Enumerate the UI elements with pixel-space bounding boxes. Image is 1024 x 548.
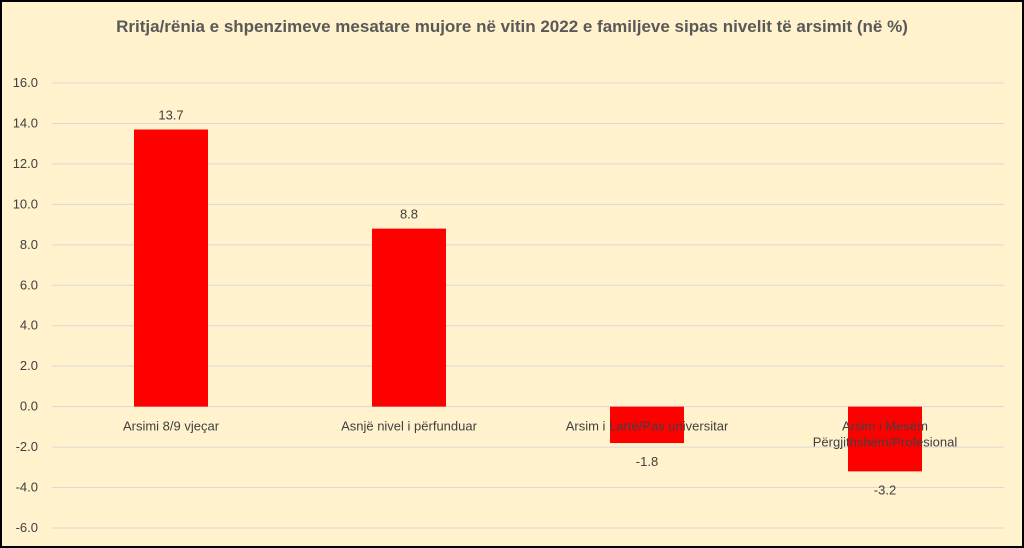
data-labels: 13.7 8.8 -1.8 -3.2 — [158, 108, 896, 498]
y-axis: 16.0 14.0 12.0 10.0 8.0 6.0 4.0 2.0 0.0 -2.0 -4.0 -… — [13, 75, 38, 535]
y-tick-label: 0.0 — [20, 399, 38, 414]
bar — [134, 129, 208, 407]
data-label: 13.7 — [158, 108, 183, 123]
category-label-line: Përgjithshëm/Profesional — [813, 435, 958, 450]
bar — [372, 228, 446, 407]
y-tick-label: 6.0 — [20, 277, 38, 292]
y-tick-label: 16.0 — [13, 75, 38, 90]
y-tick-label: 10.0 — [13, 196, 38, 211]
category-label-line: Asnjë nivel i përfunduar — [341, 419, 478, 434]
category-label-line: Arsimi 8/9 vjeçar — [123, 419, 220, 434]
bar — [848, 406, 922, 472]
category-label-line: Arsim i Lartë/Pas universitar — [566, 419, 729, 434]
category-label: Arsimi 8/9 vjeçar — [123, 419, 220, 434]
y-tick-label: -6.0 — [16, 520, 38, 535]
data-label: -1.8 — [636, 454, 658, 469]
grid-lines — [52, 82, 1004, 529]
y-tick-label: 8.0 — [20, 237, 38, 252]
chart-title: Rritja/rënia e shpenzimeve mesatare mujo… — [116, 17, 908, 36]
bar — [610, 406, 684, 444]
category-labels: Arsimi 8/9 vjeçar Asnjë nivel i përfundua… — [123, 419, 957, 450]
y-tick-label: 2.0 — [20, 358, 38, 373]
y-tick-label: 12.0 — [13, 156, 38, 171]
category-label-line: Arsim i Mesëm — [842, 419, 928, 434]
bars — [134, 129, 922, 472]
category-label: Arsim i Mesëm Përgjithshëm/Profesional — [813, 419, 958, 450]
y-tick-label: -2.0 — [16, 439, 38, 454]
data-label: 8.8 — [400, 207, 418, 222]
y-tick-label: -4.0 — [16, 480, 38, 495]
y-tick-label: 4.0 — [20, 318, 38, 333]
y-tick-label: 14.0 — [13, 115, 38, 130]
data-label: -3.2 — [874, 482, 896, 497]
category-label: Arsim i Lartë/Pas universitar — [566, 419, 729, 434]
category-label: Asnjë nivel i përfunduar — [341, 419, 478, 434]
